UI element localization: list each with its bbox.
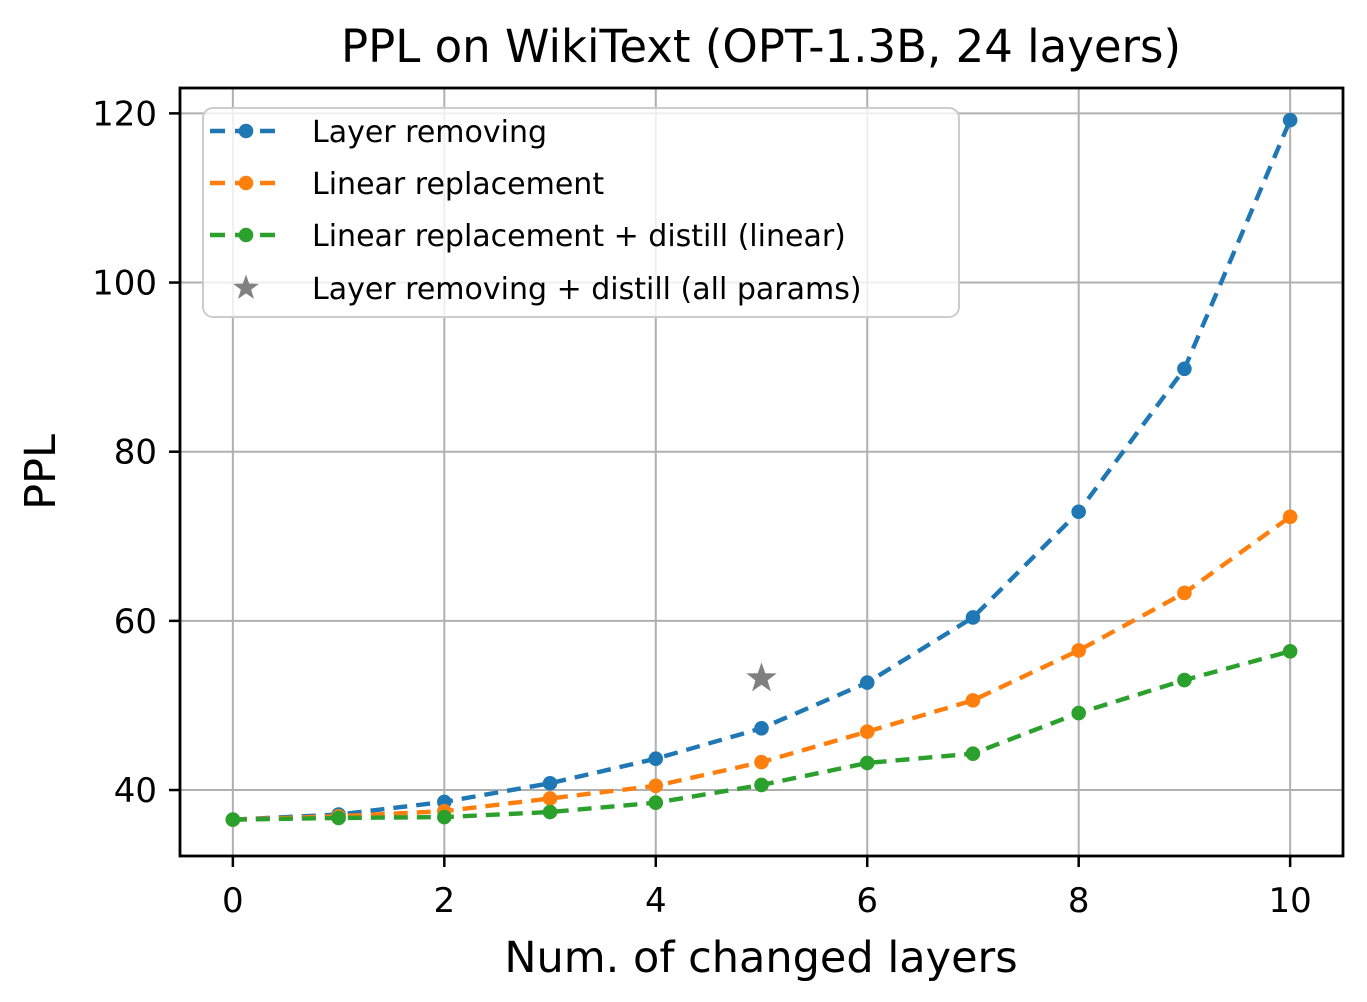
series-linear-replacement-distill-linear-marker: [859, 755, 875, 771]
series-linear-replacement-marker: [1071, 643, 1086, 658]
legend-label: Layer removing: [312, 115, 547, 150]
y-tick-label: 80: [114, 433, 157, 473]
legend-entry: Linear replacement: [210, 167, 604, 202]
series-linear-replacement-marker: [542, 791, 558, 806]
series-linear-replacement-distill-linear-marker: [1071, 705, 1086, 721]
series-layer: [225, 112, 1298, 827]
x-tick-label: 8: [1068, 881, 1090, 921]
x-tick-label: 6: [856, 881, 878, 921]
y-axis-label: PPL: [16, 434, 66, 510]
legend-sample-dot: [238, 227, 254, 243]
series-linear-replacement-distill-linear-marker: [648, 795, 664, 811]
series-linear-replacement-marker: [1282, 509, 1298, 525]
ticks-layer: 0 2 4 6 8 10 40 60 80 100 120: [92, 94, 1312, 921]
legend: Layer removing Linear replacement Linear r…: [202, 107, 960, 318]
series-layer-removing-marker: [648, 751, 664, 767]
series-layer-removing-marker: [754, 720, 769, 736]
y-tick-label: 100: [92, 264, 157, 304]
series-linear-replacement-marker: [859, 724, 875, 739]
series-layer-removing-marker: [965, 610, 981, 625]
series-layer-removing-marker: [859, 675, 875, 690]
plot-border: [178, 86, 1345, 858]
legend-sample-dot: [238, 123, 254, 139]
legend-label: Linear replacement: [312, 167, 604, 202]
series-linear-replacement-distill-linear-marker: [754, 777, 769, 793]
y-tick-label: 120: [92, 94, 157, 134]
series-layer-removing-marker: [1177, 361, 1192, 377]
series-linear-replacement-distill-linear-marker: [1282, 644, 1298, 659]
legend-entry: Layer removing + distill (all params): [233, 272, 862, 307]
legend-entry: Layer removing: [210, 115, 547, 150]
series-linear-replacement-marker: [648, 778, 664, 794]
x-tick-label: 10: [1269, 881, 1312, 921]
legend-box: [202, 107, 960, 318]
series-linear-replacement-distill-linear-marker: [965, 746, 981, 761]
series-linear-replacement-marker: [754, 754, 769, 770]
series-linear-replacement-marker: [965, 693, 981, 708]
y-tick-label: 60: [114, 602, 157, 642]
series-linear-replacement-distill-linear-marker: [331, 810, 346, 826]
point-layer-removing-distill-all-params-star-marker: [746, 662, 777, 692]
x-tick-label: 2: [433, 881, 455, 921]
legend-label: Linear replacement + distill (linear): [312, 219, 846, 254]
legend-sample-dot: [238, 175, 254, 191]
legend-star-icon: [233, 274, 259, 299]
x-tick-label: 0: [222, 881, 244, 921]
y-tick-label: 40: [114, 771, 157, 811]
legend-label: Layer removing + distill (all params): [312, 272, 862, 307]
series-layer-removing-marker: [1282, 112, 1298, 128]
series-linear-replacement-distill-linear-marker: [225, 812, 241, 827]
series-linear-replacement-marker: [1177, 585, 1192, 601]
x-tick-label: 4: [645, 881, 667, 921]
series-layer-removing-marker: [542, 775, 558, 791]
x-axis-label: Num. of changed layers: [504, 933, 1017, 983]
series-linear-replacement-distill-linear-marker: [437, 809, 452, 825]
legend-entry: Linear replacement + distill (linear): [210, 219, 846, 254]
series-linear-replacement-distill-linear-marker: [542, 804, 558, 820]
series-layer-removing-marker: [1071, 504, 1086, 520]
chart-title: PPL on WikiText (OPT-1.3B, 24 layers): [341, 20, 1181, 73]
series-linear-replacement-distill-linear-marker: [1177, 672, 1192, 688]
